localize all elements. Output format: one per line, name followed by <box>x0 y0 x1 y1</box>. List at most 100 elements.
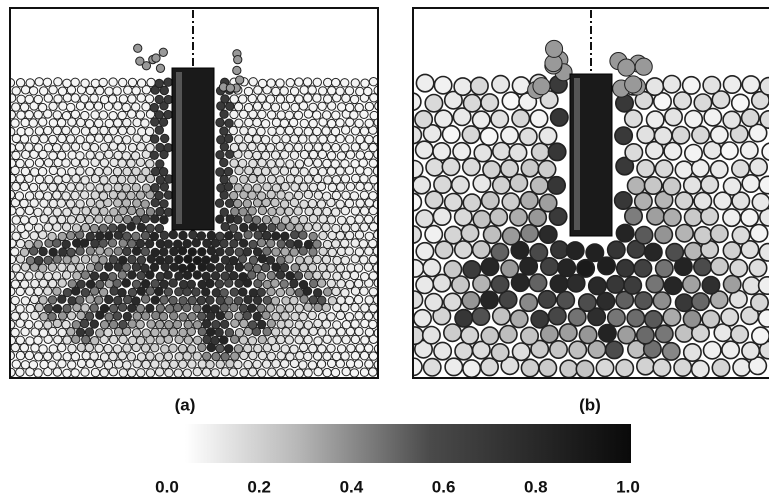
particle <box>155 63 166 73</box>
particle <box>243 295 253 305</box>
particle <box>313 190 324 200</box>
particle <box>267 174 277 185</box>
particle <box>14 191 25 201</box>
particle <box>117 270 128 280</box>
particle <box>118 206 128 216</box>
particle <box>95 151 105 161</box>
particle <box>279 199 290 209</box>
particle <box>279 118 290 129</box>
particle <box>33 239 43 249</box>
particle <box>238 207 248 217</box>
particle <box>15 207 25 217</box>
particle <box>654 324 674 344</box>
particle <box>758 242 769 262</box>
particle <box>117 223 127 233</box>
particle <box>30 278 40 289</box>
particle <box>663 107 683 127</box>
particle <box>102 166 113 176</box>
particle <box>57 182 67 193</box>
particle <box>359 126 370 136</box>
particle <box>331 142 341 153</box>
particle <box>215 262 225 273</box>
particle <box>433 75 453 95</box>
particle <box>545 39 564 58</box>
particle <box>511 108 531 128</box>
particle <box>355 181 365 192</box>
particle <box>29 231 39 241</box>
particle <box>700 175 720 195</box>
particle <box>253 166 263 177</box>
particle <box>79 318 90 329</box>
particle <box>122 360 132 370</box>
particle <box>285 174 296 184</box>
particle <box>443 192 463 212</box>
particle <box>24 205 35 216</box>
particle <box>76 117 86 128</box>
particle <box>155 303 166 313</box>
particle <box>155 239 166 249</box>
particle <box>211 288 222 298</box>
particle <box>104 312 114 322</box>
particle <box>682 342 702 362</box>
particle <box>557 258 577 278</box>
particle <box>177 263 188 273</box>
particle <box>169 359 179 369</box>
particle <box>58 247 68 257</box>
particle <box>256 126 266 137</box>
particle <box>196 295 207 306</box>
particle <box>293 175 304 185</box>
particle <box>748 157 768 177</box>
particle <box>118 334 128 345</box>
particle <box>617 58 636 77</box>
particle <box>597 323 617 343</box>
particle <box>509 309 529 329</box>
particle <box>39 359 49 370</box>
particle <box>178 296 188 306</box>
particle <box>104 86 114 96</box>
particle <box>538 225 558 245</box>
particle <box>145 368 156 377</box>
particle <box>144 126 155 137</box>
particle <box>85 279 96 289</box>
particle <box>275 304 285 314</box>
particle <box>350 142 361 152</box>
particle <box>114 359 124 369</box>
particle <box>623 275 643 295</box>
particle <box>48 118 59 128</box>
particle <box>52 110 62 120</box>
particle <box>94 295 104 305</box>
particle <box>19 181 30 192</box>
rod-highlight <box>176 72 182 224</box>
particle <box>266 286 276 297</box>
particle <box>11 247 20 257</box>
particle <box>330 126 341 137</box>
particle <box>67 360 77 370</box>
particle <box>52 190 62 200</box>
particle <box>307 263 318 273</box>
particle <box>491 74 511 94</box>
particle <box>368 191 377 201</box>
particle <box>271 183 282 193</box>
particle <box>248 158 258 169</box>
particle <box>178 279 189 290</box>
particle <box>113 135 123 145</box>
particle <box>75 213 86 224</box>
particle <box>373 360 377 370</box>
particle <box>33 110 43 120</box>
particle <box>126 352 137 362</box>
particle <box>433 175 453 195</box>
particle <box>39 214 49 224</box>
particle <box>47 295 58 305</box>
particle <box>247 206 257 216</box>
particle <box>158 167 169 177</box>
particle <box>104 294 114 305</box>
particle <box>537 159 557 179</box>
particle <box>284 110 294 121</box>
particle <box>414 125 423 145</box>
particle <box>219 335 229 345</box>
particle <box>373 311 377 321</box>
particle <box>107 272 118 282</box>
particle <box>150 183 160 193</box>
particle <box>344 86 355 96</box>
particle <box>71 223 82 233</box>
